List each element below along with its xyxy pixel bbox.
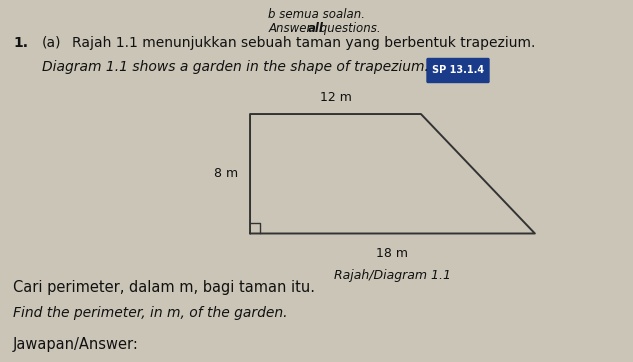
Text: Find the perimeter, in m, of the garden.: Find the perimeter, in m, of the garden.	[13, 306, 287, 320]
Text: all: all	[308, 22, 324, 35]
Text: 12 m: 12 m	[320, 91, 351, 104]
Text: Rajah/Diagram 1.1: Rajah/Diagram 1.1	[334, 269, 451, 282]
Text: Jawapan/Answer:: Jawapan/Answer:	[13, 337, 139, 352]
Text: Diagram 1.1 shows a garden in the shape of trapezium.: Diagram 1.1 shows a garden in the shape …	[42, 60, 429, 74]
FancyBboxPatch shape	[427, 59, 489, 83]
Text: (a): (a)	[42, 36, 61, 50]
Text: 1.: 1.	[13, 36, 28, 50]
Text: b semua soalan.: b semua soalan.	[268, 8, 365, 21]
Text: 8 m: 8 m	[214, 167, 238, 180]
Text: questions.: questions.	[316, 22, 381, 35]
Text: Answer: Answer	[269, 22, 316, 35]
Text: Rajah 1.1 menunjukkan sebuah taman yang berbentuk trapezium.: Rajah 1.1 menunjukkan sebuah taman yang …	[72, 36, 536, 50]
Text: SP 13.1.4: SP 13.1.4	[432, 66, 484, 76]
Text: 18 m: 18 m	[377, 248, 408, 261]
Text: Cari perimeter, dalam m, bagi taman itu.: Cari perimeter, dalam m, bagi taman itu.	[13, 280, 315, 295]
